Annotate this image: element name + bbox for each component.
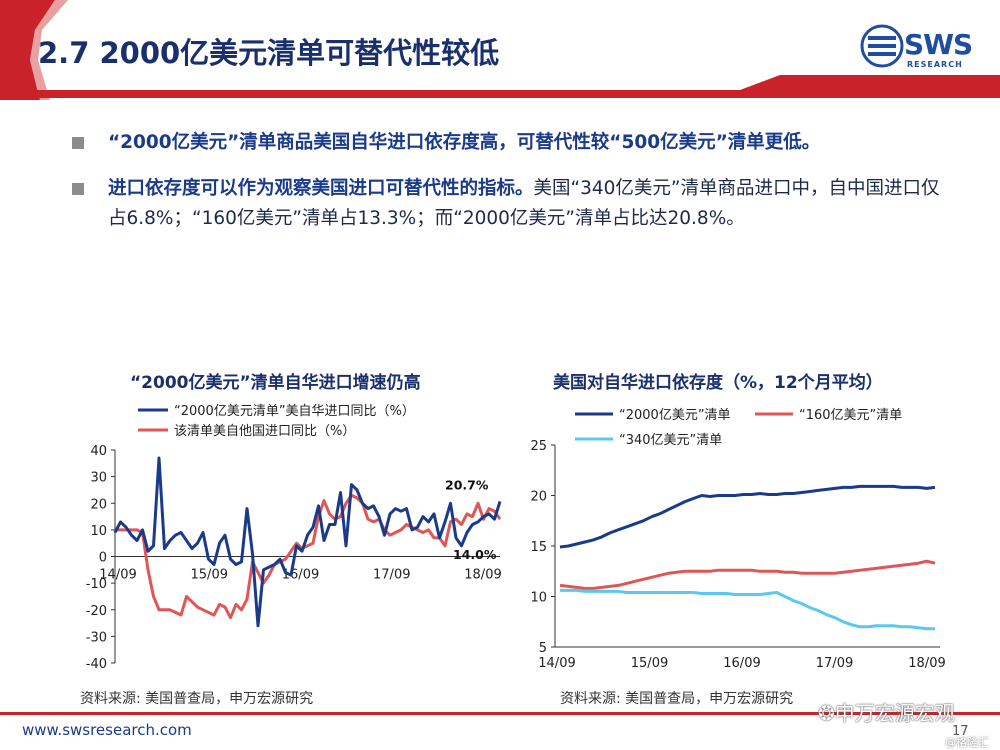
chart2-legend-label: “160亿美元”清单: [799, 408, 902, 423]
chart1-annotation-label: 20.7%: [445, 477, 489, 492]
watermark-text: 申万宏源宏观: [834, 701, 955, 725]
header-band: [0, 0, 1000, 100]
chart2-title: 美国对自华进口依存度（%，12个月平均）: [553, 373, 883, 393]
slide-title: 2.7 2000亿美元清单可替代性较低: [38, 36, 500, 70]
bullet-list: “2000亿美元”清单商品美国自华进口依存度高，可替代性较“500亿美元”清单更…: [72, 128, 952, 250]
chart2-x-tick-label: 18/09: [908, 656, 945, 671]
chart1-y-tick-label: -10: [86, 577, 107, 592]
chart2: 25 20 15 10 514/09 15/09 16/09 17/09 18/09 “2000亿…: [530, 408, 945, 671]
chart1-y-tick-label: 30: [90, 471, 107, 486]
chart1-title: “2000亿美元”清单自华进口增速仍高: [130, 373, 421, 393]
chart1-y-tick-label: 0: [99, 551, 107, 566]
page-number: 17: [952, 724, 969, 739]
chart2-y-tick-label: 25: [530, 439, 547, 454]
bullet-2: 进口依存度可以作为观察美国进口可替代性的指标。美国“340亿美元”清单商品进口中…: [72, 174, 952, 234]
chart2-y-tick-label: 20: [530, 490, 547, 505]
footer-url[interactable]: www.swsresearch.com: [22, 721, 192, 739]
chart2-legend-label: “2000亿美元”清单: [619, 408, 731, 423]
bullet-2-text: 美国“340亿美元”清单商品进口中，自中国进口仅占6.8%；“160亿美元”清单…: [108, 178, 940, 229]
chart2-series-line-2: [560, 588, 935, 631]
chart1-x-tick-label: 14/09: [99, 568, 136, 583]
bullet-1-bold: “2000亿美元”清单商品美国自华进口依存度高，可替代性较“500亿美元”清单更…: [108, 132, 821, 153]
chart1-series-line-1: [115, 493, 502, 620]
chart2-legend-label: “340亿美元”清单: [619, 433, 722, 448]
chart1-x-tick-label: 17/09: [373, 568, 410, 583]
chart1-legend-label: 该清单美自他国进口同比（%）: [174, 424, 355, 439]
chart2-source: 资料来源: 美国普查局，申万宏源研究: [560, 691, 794, 707]
footer-divider: [0, 712, 1000, 715]
chart1-source: 资料来源: 美国普查局，申万宏源研究: [80, 691, 314, 707]
chart2-y-tick-label: 15: [530, 540, 547, 555]
chart2-series-line-1: [559, 559, 936, 590]
chart1-annotation-label: 14.0%: [453, 547, 497, 562]
chart1-y-tick-label: -40: [86, 657, 107, 672]
watermark-2: @格隆汇: [945, 736, 989, 749]
watermark: ❂申万宏源宏观: [818, 697, 955, 726]
chart2-x-tick-label: 15/09: [631, 656, 668, 671]
logo-text: SWS: [904, 28, 973, 61]
chart1-y-tick-label: -20: [86, 604, 107, 619]
chart2-series-line-0: [559, 484, 936, 549]
sws-logo: SWS RESEARCH: [860, 22, 990, 74]
bullet-2-bold: 进口依存度可以作为观察美国进口可替代性的指标。: [108, 178, 534, 199]
bullet-square-icon: [72, 137, 84, 149]
chart1-series-line-0: [113, 456, 502, 628]
chart1-legend-label: “2000亿美元清单”美自华进口同比（%）: [174, 404, 415, 419]
chart1-y-tick-label: -30: [86, 630, 107, 645]
chart1-y-tick-label: 20: [90, 497, 107, 512]
chart1-y-tick-label: 40: [90, 444, 107, 459]
chart2-y-tick-label: 10: [530, 591, 547, 606]
logo-subtext: RESEARCH: [907, 60, 963, 69]
chart2-x-tick-label: 14/09: [538, 656, 575, 671]
chart2-y-tick-label: 5: [539, 641, 547, 656]
chart1-y-tick-label: 10: [90, 524, 107, 539]
bullet-1: “2000亿美元”清单商品美国自华进口依存度高，可替代性较“500亿美元”清单更…: [72, 128, 952, 158]
chart1-x-tick-label: 15/09: [191, 568, 228, 583]
wechat-icon: ❂: [818, 701, 835, 725]
sws-logo-icon: [860, 24, 904, 68]
chart2-x-tick-label: 17/09: [816, 656, 853, 671]
bullet-square-icon: [72, 183, 84, 195]
chart2-x-tick-label: 16/09: [723, 656, 760, 671]
chart1-x-tick-label: 18/09: [464, 568, 501, 583]
